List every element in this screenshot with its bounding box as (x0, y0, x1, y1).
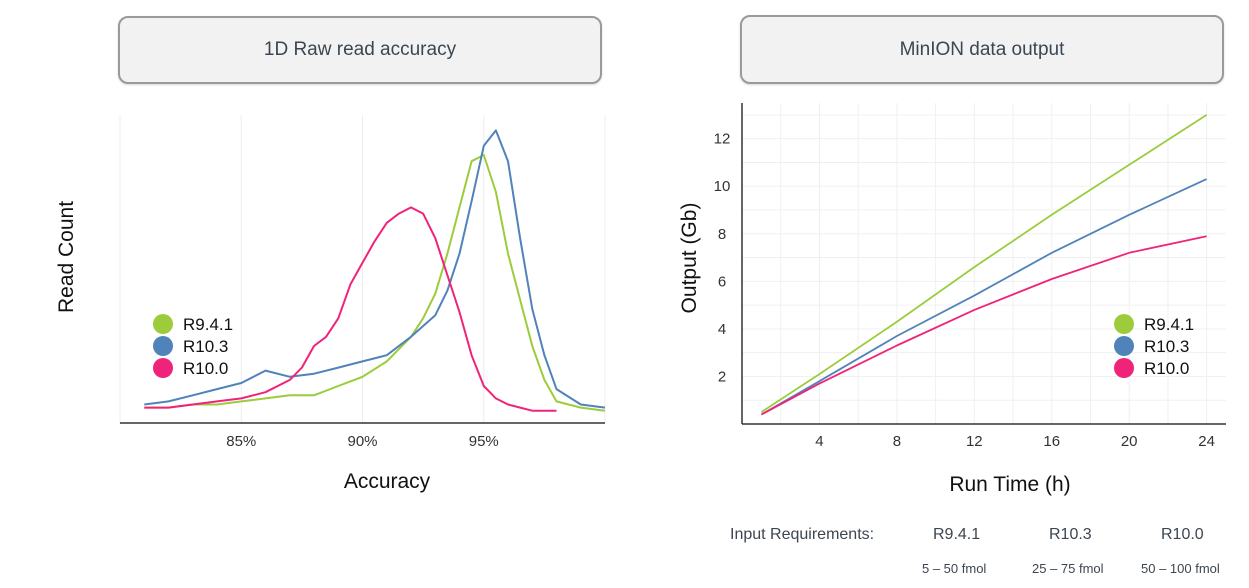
legend-marker-r10-0 (1114, 358, 1134, 378)
x-tick-label: 90% (347, 433, 377, 450)
legend-marker-r10-3 (153, 336, 173, 356)
y-tick-label: 6 (718, 273, 726, 290)
legend-marker-r9-4-1 (153, 314, 173, 334)
requirement-range-r103: 25 – 75 fmol (1032, 561, 1104, 576)
requirement-range-r941: 5 – 50 fmol (922, 561, 987, 576)
legend-label-r10-0: R10.0 (1144, 359, 1189, 378)
tab-raw-read-accuracy[interactable]: 1D Raw read accuracy (118, 16, 602, 84)
legend-label-r10-3: R10.3 (183, 337, 228, 356)
series-line-r10-3 (144, 129, 606, 409)
series-line-r9-4-1 (760, 114, 1208, 413)
requirement-name-r100: R10.0 (1161, 526, 1204, 543)
series-line-r10-0 (144, 206, 557, 412)
legend-label-r9-4-1: R9.4.1 (1144, 315, 1194, 334)
y-tick-label: 2 (718, 368, 726, 385)
tab-label: MinION data output (899, 38, 1065, 60)
x-tick-label: 16 (1043, 433, 1060, 450)
y-axis-title: Output (Gb) (678, 203, 701, 314)
y-tick-label: 4 (718, 321, 726, 338)
legend-label-r9-4-1: R9.4.1 (183, 315, 233, 334)
x-tick-label: 20 (1121, 433, 1138, 450)
y-tick-label: 8 (718, 226, 726, 243)
x-tick-label: 8 (893, 433, 901, 450)
input-requirements-label: Input Requirements: (730, 526, 875, 543)
series-line-r9-4-1 (144, 154, 606, 412)
legend-label-r10-3: R10.3 (1144, 337, 1189, 356)
x-tick-label: 12 (966, 433, 983, 450)
requirement-range-r100: 50 – 100 fmol (1141, 561, 1220, 576)
tab-label: 1D Raw read accuracy (263, 39, 457, 60)
x-axis-title: Run Time (h) (949, 473, 1070, 496)
requirement-name-r941: R9.4.1 (933, 526, 981, 543)
legend-marker-r9-4-1 (1114, 314, 1134, 334)
x-tick-label: 95% (469, 433, 499, 450)
legend-marker-r10-0 (153, 358, 173, 378)
series-line-r10-0 (760, 235, 1207, 416)
legend-marker-r10-3 (1114, 336, 1134, 356)
series-line-r10-3 (760, 178, 1207, 416)
legend-label-r10-0: R10.0 (183, 359, 228, 378)
y-axis-title: Read Count (55, 201, 78, 313)
x-tick-label: 4 (815, 433, 823, 450)
y-tick-label: 12 (714, 131, 731, 148)
requirement-name-r103: R10.3 (1049, 526, 1092, 543)
x-axis-title: Accuracy (344, 470, 431, 493)
tab-minion-data-output[interactable]: MinION data output (740, 15, 1224, 84)
x-tick-label: 85% (226, 433, 256, 450)
x-tick-label: 24 (1198, 433, 1215, 450)
y-tick-label: 10 (714, 178, 731, 195)
